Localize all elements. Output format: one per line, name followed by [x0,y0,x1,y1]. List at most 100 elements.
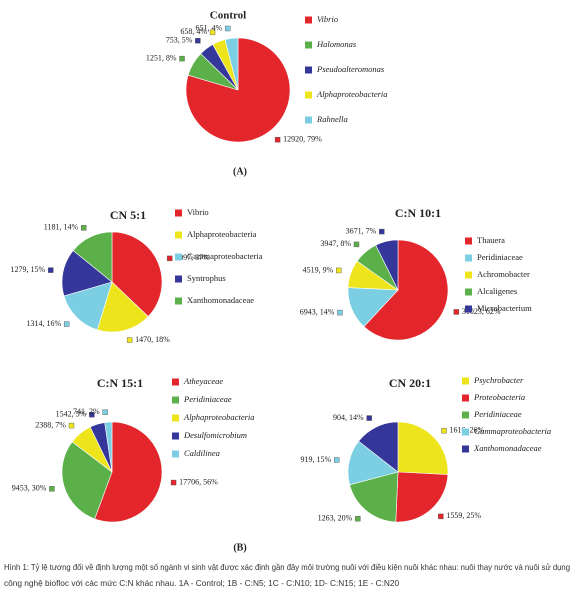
legend-label: Halomonas [316,39,357,49]
legend-swatch [175,297,182,305]
legend-swatch [462,445,469,453]
label-swatch [353,241,360,248]
label-swatch [47,267,54,273]
legend-label: Gammaproteobacteria [187,251,263,261]
pie-slice [61,250,113,297]
pie-slice [94,421,163,523]
chart-title: C:N 10:1 [395,206,441,220]
chart-title: Control [210,10,246,22]
data-label: 919, 15% [301,455,332,464]
legend-swatch [462,394,469,402]
label-swatch [170,479,177,486]
legend-swatch [305,116,312,124]
legend-label: Thauera [477,235,505,245]
legend-label: Alphaproteobacteria [316,89,388,99]
data-label: 2388, 7% [35,420,66,429]
label-swatch [49,486,55,492]
legend-label: Psychrobacter [473,375,524,385]
pie-slice [61,441,113,520]
legend-swatch [305,16,312,24]
pie-slice [224,37,239,91]
pie-slice [349,471,399,523]
label-swatch [179,55,185,62]
pie-slice [397,421,449,475]
label-swatch [355,516,361,522]
legend-swatch [462,411,469,419]
legend-label: Syntrophus [187,273,226,283]
legend-label: Atheyaceae [183,376,223,386]
legend-label: Vibrio [317,14,338,24]
data-label: 3097, 37% [175,253,210,262]
legend-label: Alcaligenes [477,286,517,296]
data-label: 753, 5% [166,36,193,45]
data-label: 651, 4% [196,23,223,32]
label-swatch [438,513,444,520]
legend-swatch [462,377,469,385]
panel-label: (B) [233,542,246,553]
label-swatch [68,422,75,429]
pie-slice [72,231,113,283]
label-swatch [126,337,133,343]
legend-swatch [305,91,312,99]
legend-swatch [172,450,179,458]
data-label: 17706, 56% [179,477,218,486]
legend-swatch [465,305,472,313]
data-label: 9453, 30% [12,484,47,493]
data-label: 3671, 7% [346,226,377,235]
legend-swatch [465,254,472,262]
legend-label: Xanthomonadaceae [473,443,542,453]
data-label: 741, 2% [73,407,100,416]
legend-swatch [175,275,182,283]
label-swatch [102,409,108,415]
pie-slice [358,421,399,473]
legend-label: Alphaproteobacteria [183,412,255,422]
chart-title: CN 5:1 [110,208,146,222]
panel-label: (A) [233,166,247,177]
data-label: 1251, 8% [146,53,177,62]
pie-chart: C:N 10:1 31023, 62% Thauera 6943, 14% Peridi… [300,206,532,341]
data-label: 1314, 16% [27,319,62,328]
label-swatch [64,321,70,327]
data-label: 904, 14% [333,413,364,422]
data-label: 4519, 9% [303,265,334,274]
legend-label: Alphaproteobacteria [187,229,257,239]
pie-slice [104,421,113,473]
legend-label: Gammaproteobacteria [474,426,551,436]
pie-slice [111,231,163,317]
data-label: 1279, 15% [11,265,46,274]
label-swatch [225,25,231,32]
legend-swatch [465,237,472,245]
legend-swatch [465,288,472,296]
pie-slice [63,281,113,331]
label-swatch [89,411,95,418]
legend-label: Microbacterium [477,303,532,313]
label-swatch [379,228,385,235]
legend-label: Proteobacteria [473,392,525,402]
pie-chart: C:N 15:1 17706, 56% Atheyaceae 9453, 30% Per… [12,376,255,523]
legend-swatch [462,428,469,436]
legend-label: Peridiniaceae [183,394,232,404]
pie-chart: CN 5:1 3097, 37% Vibrio 1470, 18% Alphaprote… [11,207,263,344]
label-swatch [336,267,342,274]
pie-chart: Control 12920, 79% Vibrio 1251, 8% Halomonas… [146,10,388,144]
legend-swatch [175,209,182,217]
legend-label: Caldilinea [184,448,220,458]
data-label: 3947, 8% [320,239,351,248]
label-swatch [334,457,340,463]
data-label: 31023, 62% [462,307,501,316]
label-swatch [453,309,460,315]
label-swatch [337,309,343,316]
caption: công nghệ biofloc với các mức C:N khác n… [4,578,400,588]
legend-label: Peridiniaceae [473,409,522,419]
data-label: 12920, 79% [283,135,322,144]
label-swatch [166,255,173,262]
chart-title: CN 20:1 [389,376,431,390]
data-label: 658, 4% [180,27,207,36]
pie-slice [395,471,449,523]
legend-label: Achromobacter [477,269,530,279]
legend-label: Xanthomonadaceae [187,295,254,305]
label-swatch [366,415,372,421]
caption: Hình 1: Tỷ lệ tương đối về định lượng mộ… [4,562,570,572]
